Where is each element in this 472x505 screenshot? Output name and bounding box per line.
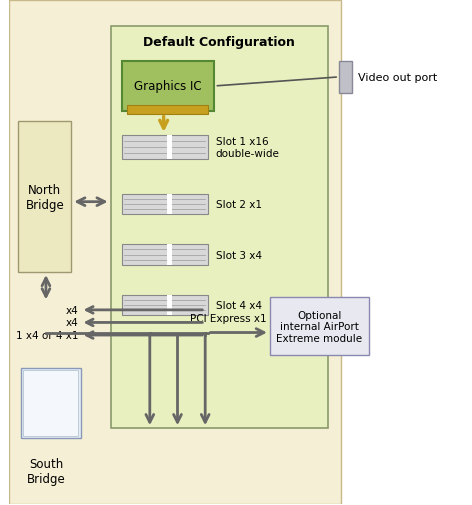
Text: x4: x4 xyxy=(66,305,78,315)
Text: Video out port: Video out port xyxy=(357,73,437,83)
Text: Slot 3 x4: Slot 3 x4 xyxy=(216,250,262,260)
FancyBboxPatch shape xyxy=(18,122,71,273)
FancyBboxPatch shape xyxy=(126,106,208,115)
FancyBboxPatch shape xyxy=(270,298,369,356)
FancyBboxPatch shape xyxy=(167,245,172,265)
FancyBboxPatch shape xyxy=(122,245,208,265)
FancyBboxPatch shape xyxy=(122,195,208,215)
FancyBboxPatch shape xyxy=(122,295,208,315)
FancyBboxPatch shape xyxy=(167,295,172,315)
FancyBboxPatch shape xyxy=(110,26,328,428)
Text: South
Bridge: South Bridge xyxy=(26,457,65,485)
Text: Default Configuration: Default Configuration xyxy=(143,35,295,48)
FancyBboxPatch shape xyxy=(9,2,341,503)
Text: Optional
internal AirPort
Extreme module: Optional internal AirPort Extreme module xyxy=(277,310,362,343)
Text: x4: x4 xyxy=(66,318,78,328)
Text: 1 x4 or 4 x1: 1 x4 or 4 x1 xyxy=(16,330,78,340)
Text: PCI Express x1: PCI Express x1 xyxy=(190,314,267,324)
FancyBboxPatch shape xyxy=(122,135,208,160)
Text: Slot 1 x16
double-wide: Slot 1 x16 double-wide xyxy=(216,137,280,158)
FancyBboxPatch shape xyxy=(339,62,352,94)
FancyBboxPatch shape xyxy=(167,195,172,215)
FancyBboxPatch shape xyxy=(167,135,172,160)
Text: Slot 4 x4: Slot 4 x4 xyxy=(216,300,262,310)
Text: North
Bridge: North Bridge xyxy=(25,183,64,211)
FancyBboxPatch shape xyxy=(23,371,78,436)
Text: Slot 2 x1: Slot 2 x1 xyxy=(216,200,262,210)
FancyBboxPatch shape xyxy=(21,368,81,438)
FancyBboxPatch shape xyxy=(122,62,214,112)
Text: Graphics IC: Graphics IC xyxy=(135,80,202,93)
